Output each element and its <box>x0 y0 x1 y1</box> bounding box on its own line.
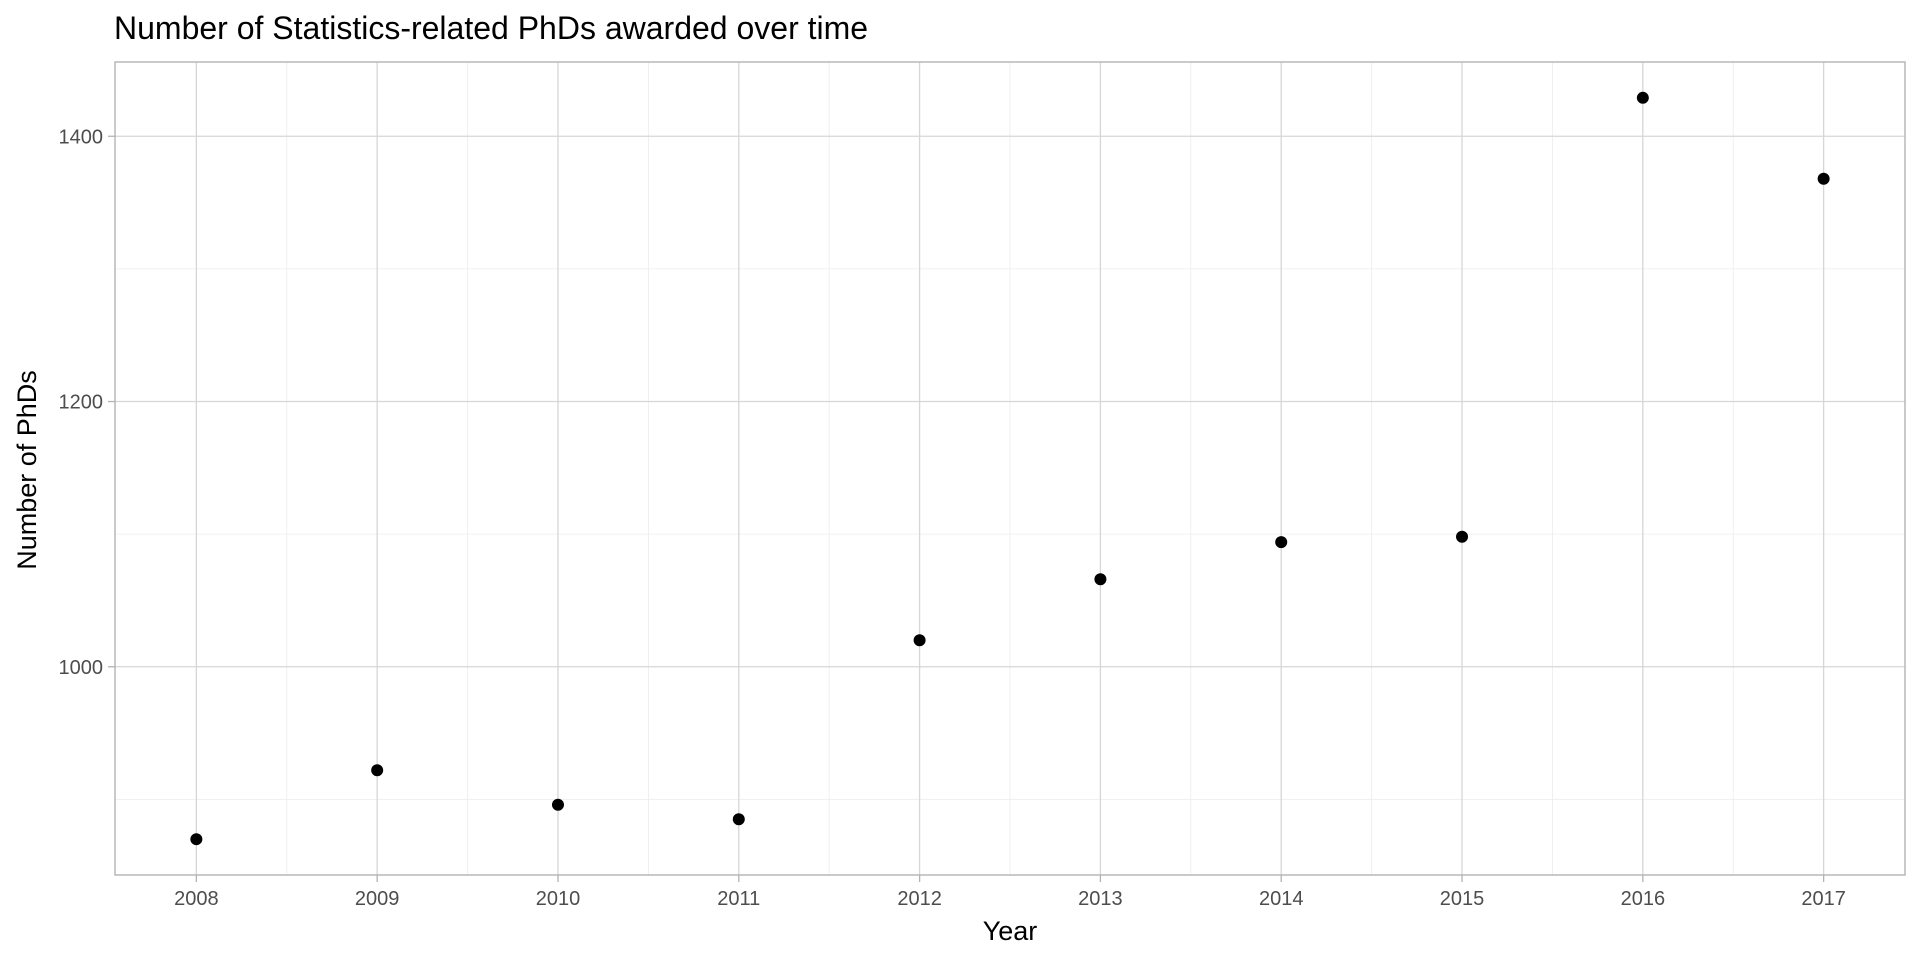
grid-lines <box>115 62 1905 875</box>
data-point <box>371 764 384 777</box>
y-axis-title: Number of PhDs <box>12 370 42 570</box>
data-points <box>190 91 1830 846</box>
x-tick-label: 2016 <box>1621 888 1666 910</box>
data-point <box>551 798 564 811</box>
x-tick-label: 2015 <box>1440 888 1485 910</box>
data-point <box>913 634 926 647</box>
x-tick-label: 2009 <box>355 888 400 910</box>
x-tick-label: 2012 <box>897 888 942 910</box>
data-point <box>1817 172 1830 185</box>
data-point <box>190 833 203 846</box>
x-tick-label: 2008 <box>174 888 219 910</box>
data-point <box>732 813 745 826</box>
x-tick-label: 2017 <box>1801 888 1846 910</box>
x-tick-label: 2010 <box>536 888 581 910</box>
data-point <box>1456 530 1469 543</box>
x-axis-title: Year <box>983 916 1038 946</box>
axis-ticks <box>108 135 1825 882</box>
x-tick-label: 2013 <box>1078 888 1123 910</box>
x-tick-label: 2011 <box>717 888 760 910</box>
data-point <box>1636 91 1649 104</box>
x-axis-tick-labels: 2008 2009 2010 2011 2012 2013 2014 2015 2016 2017 <box>174 888 1846 910</box>
data-point <box>1094 573 1107 586</box>
x-tick-label: 2014 <box>1259 888 1304 910</box>
data-point <box>1275 536 1288 549</box>
y-axis-tick-labels: 1000 1200 1400 <box>59 126 104 679</box>
y-tick-label: 1200 <box>59 392 104 414</box>
y-tick-label: 1400 <box>59 126 104 148</box>
y-tick-label: 1000 <box>59 657 104 679</box>
plot-panel-border <box>114 61 1906 876</box>
chart-title: Number of Statistics-related PhDs awarde… <box>114 10 869 46</box>
